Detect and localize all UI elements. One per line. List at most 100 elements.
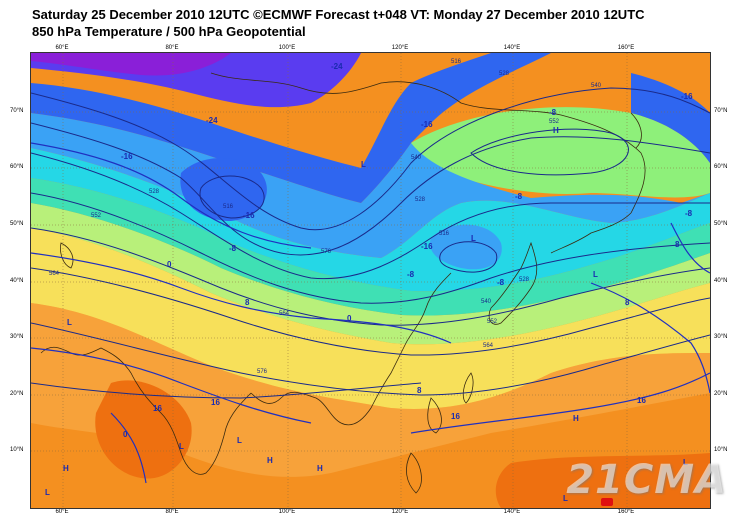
lat-tick-left: 10°N <box>10 447 24 453</box>
temp-label: 16 <box>153 404 162 413</box>
geo-label: 552 <box>487 319 498 325</box>
forecast-map: -24 -24 -16 -16 -16 -16 -8 -8 -8 -8 -16 … <box>30 52 711 509</box>
temp-label: -8 <box>407 270 415 279</box>
lat-tick-right: 20°N <box>714 391 728 397</box>
lon-tick-bottom: 140°E <box>503 509 521 515</box>
band-light-green <box>31 203 710 345</box>
map-canvas: -24 -24 -16 -16 -16 -16 -8 -8 -8 -8 -16 … <box>31 53 710 508</box>
lat-tick-left: 50°N <box>10 221 24 227</box>
temp-label: 16 <box>451 412 460 421</box>
band-orange <box>31 303 710 477</box>
temp-label: -24 <box>331 62 343 71</box>
geo-label: 516 <box>439 231 450 237</box>
temp-label: -16 <box>121 152 133 161</box>
low-center: L <box>45 488 50 497</box>
low-center: L <box>179 442 184 451</box>
low-center: L <box>471 234 476 243</box>
geo-label: 516 <box>223 204 234 210</box>
geo-label: 528 <box>149 189 160 195</box>
temp-label: 8 <box>625 298 630 307</box>
cold-pool-japan <box>430 224 502 270</box>
lon-tick-top: 100°E <box>278 45 296 51</box>
geo-label: 528 <box>519 277 530 283</box>
lat-tick-left: 30°N <box>10 334 24 340</box>
geopotential-labels: 516 528 540 552 540 528 516 564 576 528 … <box>49 59 602 375</box>
temp-label: -8 <box>497 278 505 287</box>
geopotential-contours <box>31 87 710 399</box>
geo-label: 552 <box>91 213 102 219</box>
graticule <box>31 53 710 508</box>
high-center: H <box>63 464 69 473</box>
lon-tick-bottom: 80°E <box>165 509 179 515</box>
temp-label: 8 <box>417 386 422 395</box>
band-deep-purple <box>31 53 231 76</box>
lon-tick-top: 160°E <box>617 45 635 51</box>
low-center: L <box>237 436 242 445</box>
chart-title: Saturday 25 December 2010 12UTC ©ECMWF F… <box>32 6 645 40</box>
geo-label: 540 <box>481 299 492 305</box>
temp-label: -8 <box>685 209 693 218</box>
geo-label: 564 <box>483 343 494 349</box>
lon-tick-bottom: 100°E <box>278 509 296 515</box>
warm-spot-india <box>95 380 192 479</box>
low-center: L <box>67 318 72 327</box>
temp-label: 0 <box>167 260 172 269</box>
temp-label: -8 <box>515 192 523 201</box>
temp-label: -16 <box>421 120 433 129</box>
lat-tick-left: 20°N <box>10 391 24 397</box>
band-aqua-green <box>31 178 710 316</box>
cold-pool-west <box>180 158 267 221</box>
lon-tick-bottom: 120°E <box>391 509 409 515</box>
geo-label: 540 <box>591 83 602 89</box>
lat-tick-right: 10°N <box>714 447 728 453</box>
geo-label: 540 <box>411 155 422 161</box>
lat-tick-left: 70°N <box>10 108 24 114</box>
high-center: H <box>553 126 559 135</box>
band-blue-east <box>631 73 710 163</box>
band-yellow <box>31 228 710 409</box>
geo-label: 528 <box>415 197 426 203</box>
pressure-centers: H L L L L L H H H L L L H L <box>45 126 688 503</box>
geo-label: 528 <box>499 71 510 77</box>
title-line-2: 850 hPa Temperature / 500 hPa Geopotenti… <box>32 24 306 39</box>
low-center: L <box>683 458 688 467</box>
temp-label: 0 <box>123 430 128 439</box>
lat-tick-left: 40°N <box>10 278 24 284</box>
lon-tick-bottom: 160°E <box>617 509 635 515</box>
temp-label: -16 <box>421 242 433 251</box>
high-center: H <box>267 456 273 465</box>
lon-tick-top: 140°E <box>503 45 521 51</box>
lat-tick-right: 60°N <box>714 164 728 170</box>
low-center: L <box>593 270 598 279</box>
band-cyan <box>31 148 710 292</box>
band-blue <box>31 53 551 203</box>
warm-spot-pacific <box>495 453 710 508</box>
temp-label: -8 <box>549 108 557 117</box>
lat-tick-right: 70°N <box>714 108 728 114</box>
lat-tick-left: 60°N <box>10 164 24 170</box>
lon-tick-top: 60°E <box>55 45 69 51</box>
watermark-logo: 21CMA <box>566 457 727 503</box>
temperature-isotherms <box>31 142 710 484</box>
lon-tick-bottom: 60°E <box>55 509 69 515</box>
temp-label: -8 <box>229 244 237 253</box>
geo-label: 576 <box>321 249 332 255</box>
high-center: H <box>573 414 579 423</box>
lat-tick-right: 50°N <box>714 221 728 227</box>
temp-label: 16 <box>637 396 646 405</box>
temp-label: 0 <box>347 314 352 323</box>
geo-label: 516 <box>451 59 462 65</box>
geo-label: 564 <box>49 271 60 277</box>
low-center: L <box>361 160 366 169</box>
temp-label: 16 <box>211 398 220 407</box>
temp-label: -24 <box>206 116 218 125</box>
lon-tick-top: 80°E <box>165 45 179 51</box>
geo-label: 552 <box>549 119 560 125</box>
low-center: L <box>563 494 568 503</box>
high-center: H <box>317 464 323 473</box>
geo-label: 564 <box>279 311 290 317</box>
temperature-labels: -24 -24 -16 -16 -16 -16 -8 -8 -8 -8 -16 … <box>121 62 693 439</box>
hot-spot <box>601 498 613 506</box>
temp-label: 8 <box>675 240 680 249</box>
title-line-1: Saturday 25 December 2010 12UTC ©ECMWF F… <box>32 7 645 22</box>
